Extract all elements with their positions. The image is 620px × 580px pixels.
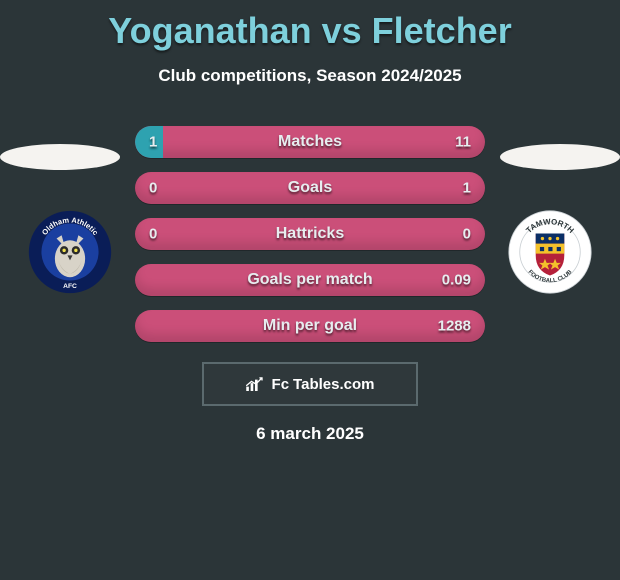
brand-badge: FcTables.com [202, 362, 418, 406]
oval-left [0, 144, 120, 170]
page-title: Yoganathan vs Fletcher [0, 0, 620, 52]
brand-suffix: Tables.com [293, 376, 374, 393]
stat-bars: 1 Matches 11 0 Goals 1 0 Hattricks 0 Goals per ma… [135, 126, 485, 342]
stat-bar: 0 Goals 1 [135, 172, 485, 204]
crest-oldham: Oldham Athletic AFC [28, 210, 112, 294]
stat-bar: Goals per match 0.09 [135, 264, 485, 296]
chart-icon [246, 377, 264, 391]
stat-value-left: 0 [149, 180, 157, 197]
brand-prefix: Fc [272, 376, 290, 393]
stat-label: Goals [288, 179, 332, 197]
stat-label: Matches [278, 133, 342, 151]
stat-label: Goals per match [247, 271, 372, 289]
comparison-panel: Oldham Athletic AFC [0, 126, 620, 444]
stat-bar: 0 Hattricks 0 [135, 218, 485, 250]
crest-tamworth: TAMWORTH FOOTBALL CLUB [508, 210, 592, 294]
stat-label: Min per goal [263, 317, 357, 335]
date-label: 6 march 2025 [0, 424, 620, 444]
stat-value-right: 1 [463, 180, 471, 197]
stat-value-right: 0.09 [442, 272, 471, 289]
stat-bar: 1 Matches 11 [135, 126, 485, 158]
stat-value-right: 0 [463, 226, 471, 243]
stat-value-right: 11 [455, 134, 471, 151]
stat-value-left: 1 [149, 134, 157, 151]
stat-label: Hattricks [276, 225, 344, 243]
stat-bar: Min per goal 1288 [135, 310, 485, 342]
oval-right [500, 144, 620, 170]
page-subtitle: Club competitions, Season 2024/2025 [0, 66, 620, 86]
stat-value-right: 1288 [438, 318, 471, 335]
stat-value-left: 0 [149, 226, 157, 243]
svg-text:AFC: AFC [63, 283, 77, 290]
